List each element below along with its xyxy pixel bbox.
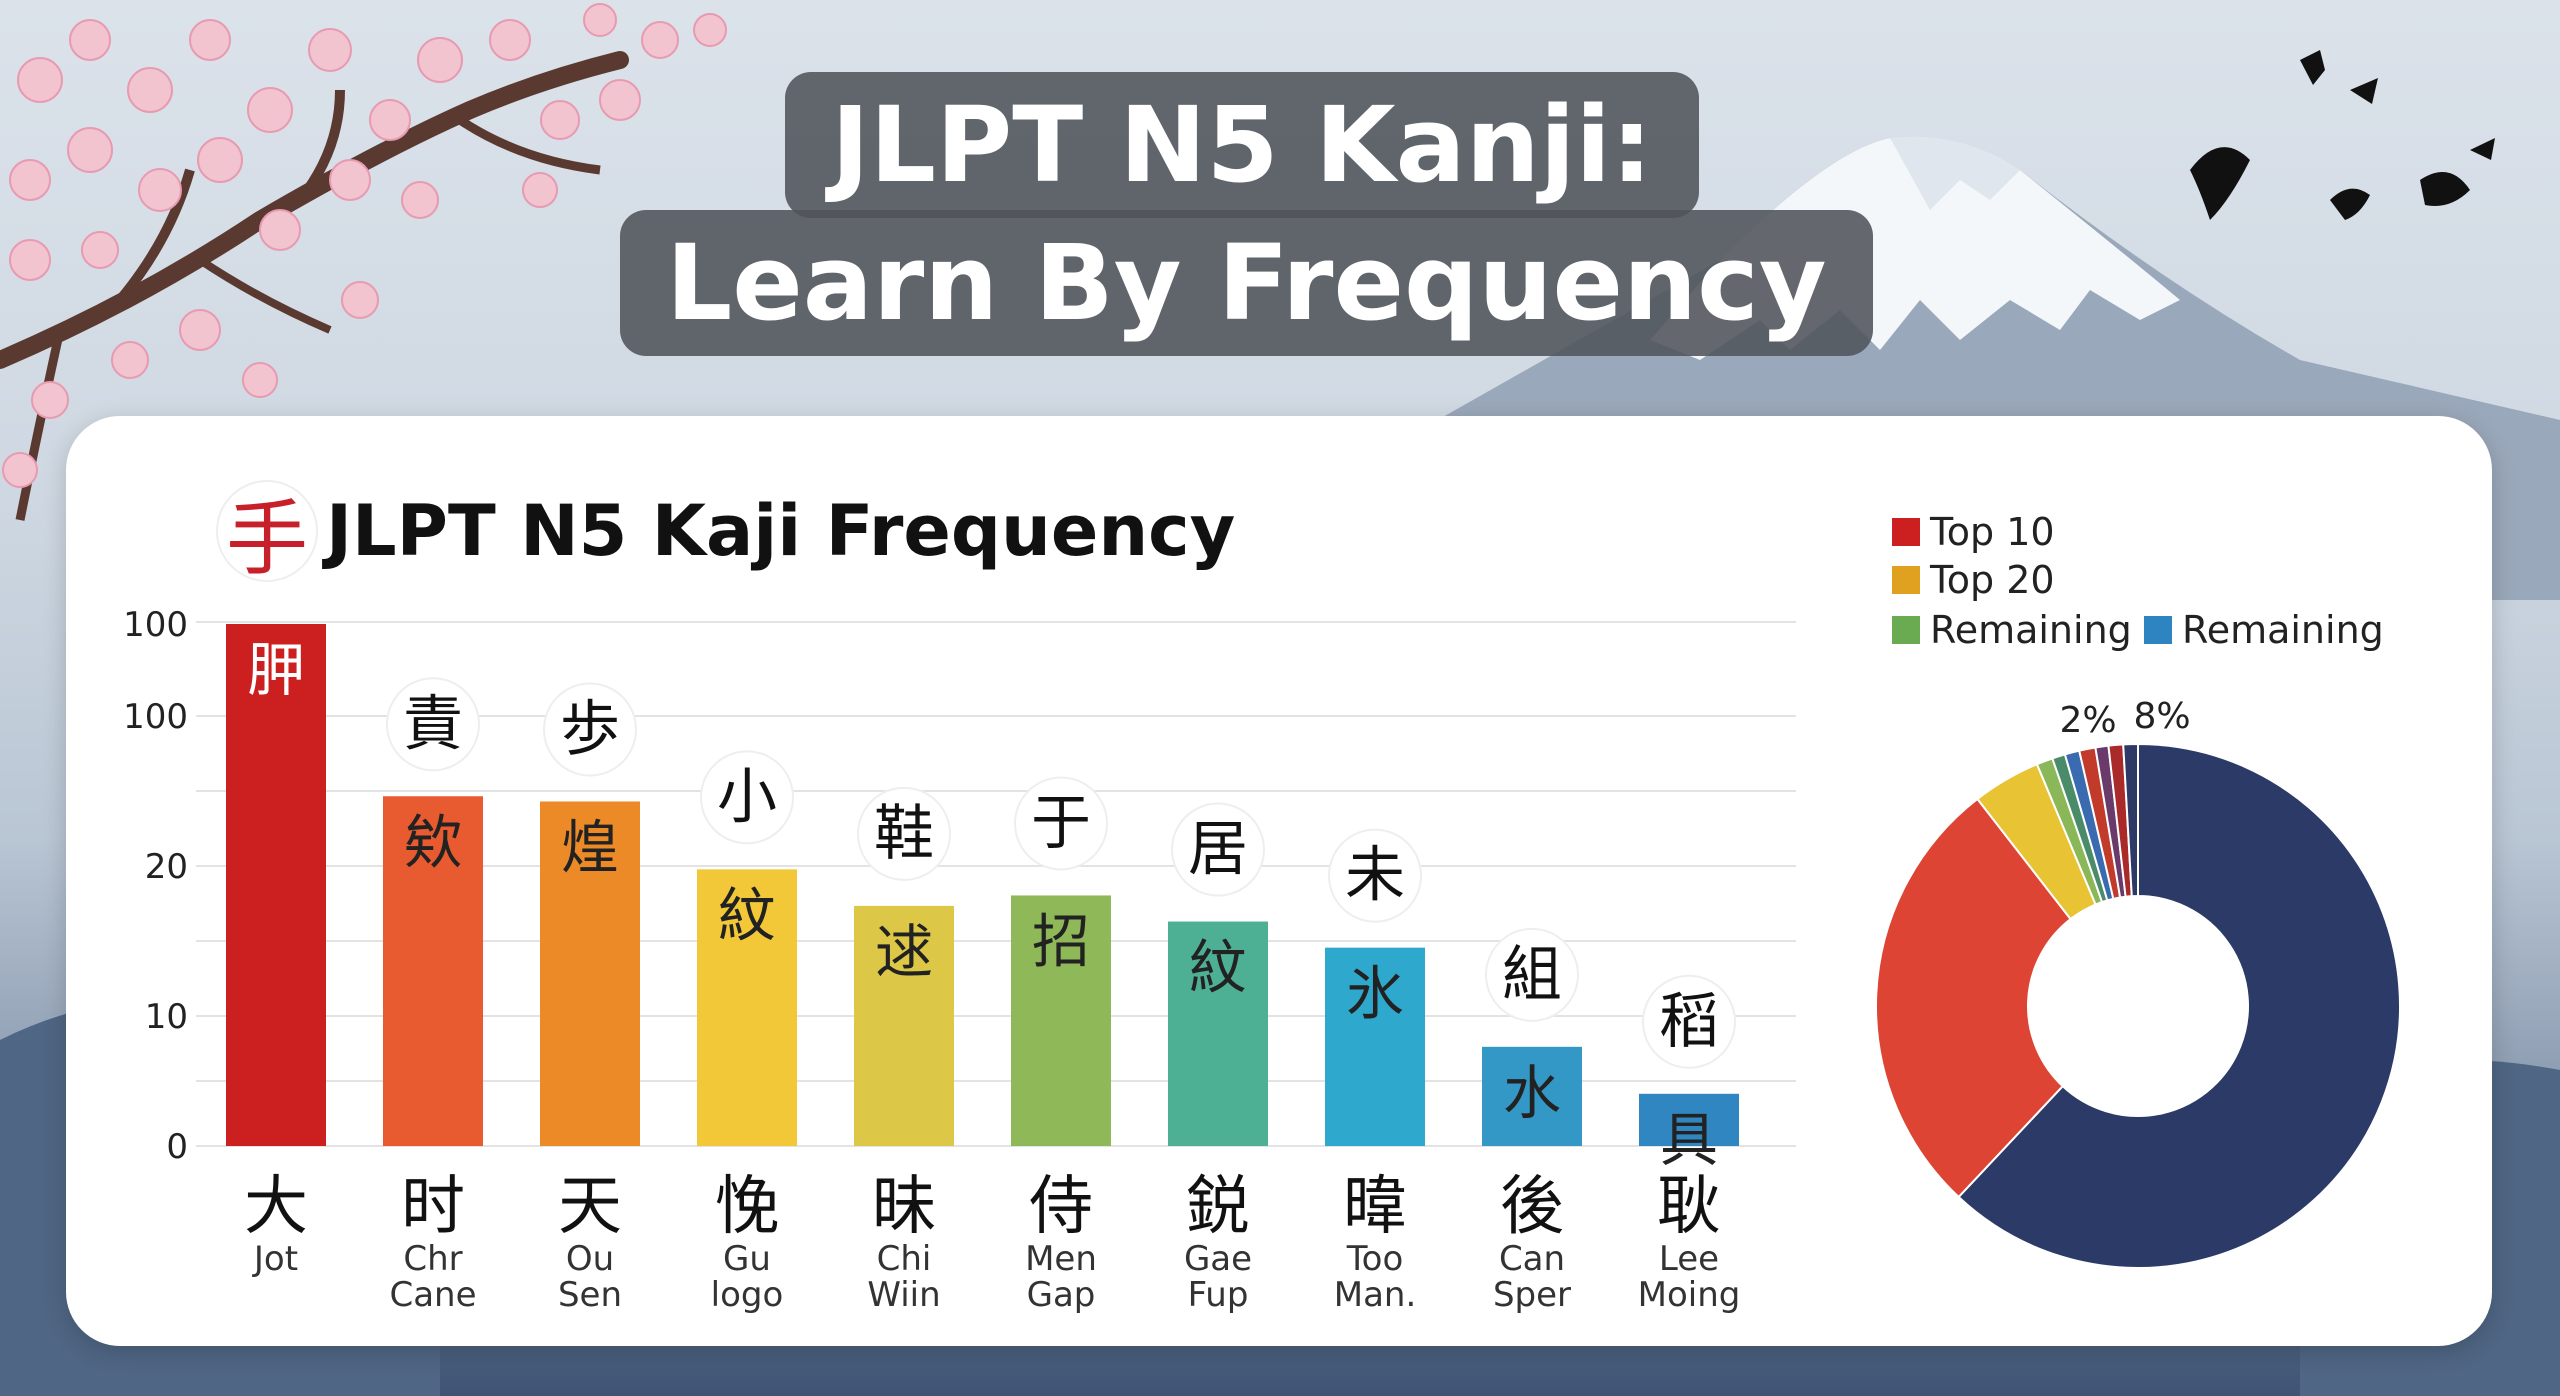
bar-top-glyph: 組 [1502,940,1562,1010]
bar-inner-glyph: 逑 [875,918,933,986]
bar-inner-glyph: 紋 [718,881,776,949]
glyph-badge-circle [857,786,951,881]
x-reading-label: Gae [1184,1239,1252,1279]
glyph-badge-circle [1642,974,1736,1069]
chart-title-text: JLPT N5 Kaji Frequency [326,490,1236,572]
legend-label: Top 20 [1930,558,2055,602]
bar [697,869,797,1146]
legend-item: Top 10 [1892,508,2055,556]
bar-inner-glyph: 水 [1503,1059,1561,1127]
legend-item: Remaining [1892,606,2132,654]
glyph-badge-circle [543,682,637,777]
x-kanji-label: 耿 [1657,1170,1721,1244]
legend-swatch [1892,518,1920,546]
bar [854,905,954,1146]
x-kanji-label: 时 [401,1170,465,1244]
x-reading-label: Lee [1659,1239,1719,1279]
x-reading-label-2: Moing [1638,1275,1741,1315]
y-tick-label: 20 [145,847,188,887]
legend-swatch [1892,566,1920,594]
y-tick-label: 100 [123,697,188,737]
x-reading-label-2: Sper [1493,1275,1571,1315]
y-tick-label: 0 [166,1127,188,1167]
cherry-blossom-branch [0,3,727,521]
bar-top-glyph: 鞋 [874,799,934,869]
x-reading-label-2: Fup [1188,1275,1249,1315]
x-kanji-label: 昧 [872,1170,936,1244]
glyph-badge-circle [1014,776,1108,871]
page-title-line-2: Learn By Frequency [620,210,1873,356]
x-reading-label-2: Sen [558,1275,622,1315]
x-kanji-label: 大 [244,1170,308,1244]
glyph-badge-circle [1485,927,1579,1022]
x-kanji-label: 暐 [1343,1170,1407,1244]
bar-inner-glyph: 欸 [404,808,462,876]
chart-title: 手 JLPT N5 Kaji Frequency [216,476,1236,587]
glyph-badge-circle [700,750,794,845]
glyph-badge-circle [386,677,480,772]
bar-top-glyph: 小 [717,762,777,832]
x-reading-label: Chr [403,1239,462,1279]
bar-top-glyph: 居 [1188,815,1248,885]
bar-top-glyph: 未 [1345,841,1405,911]
x-reading-label-2: Man. [1334,1275,1417,1315]
x-reading-label-2: logo [711,1275,784,1315]
x-reading-label-2: Gap [1027,1275,1096,1315]
bar-inner-glyph: 胛 [247,636,305,704]
bar [1325,947,1425,1146]
birds-silhouette [2190,50,2495,220]
x-kanji-label: 天 [558,1170,622,1244]
bar-inner-glyph: 煌 [561,813,619,881]
x-reading-label: Chi [877,1239,932,1279]
bar [540,801,640,1146]
y-tick-label: 10 [145,997,188,1037]
pie-slice [1875,797,2072,1199]
bar [226,624,326,1146]
x-reading-label: Men [1025,1239,1097,1279]
legend-swatch [1892,616,1920,644]
bar [1639,1093,1739,1146]
chart-panel: 手 JLPT N5 Kaji Frequency 0 10 20 100 100 胛大 Jo… [66,416,2492,1346]
glyph-badge-circle [1328,828,1422,923]
bar-and-pie-chart: 01020100100胛大Jot欸責时ChrCane煌歩天OuSen紋小悗Gul… [123,605,2401,1315]
bar-top-glyph: 于 [1031,788,1091,858]
kanji-logo-icon: 手 [216,480,318,587]
x-reading-label-2: Wiin [867,1275,940,1315]
bar-top-glyph: 歩 [560,694,620,764]
pie-slice [1957,742,2401,1269]
bar-inner-glyph: 紋 [1189,934,1247,1002]
bar [383,796,483,1146]
x-kanji-label: 悗 [715,1170,779,1244]
x-reading-label-2: Cane [389,1275,476,1315]
bar [1482,1046,1582,1146]
bar-top-glyph: 稻 [1659,987,1719,1057]
bar-inner-glyph: 招 [1032,907,1090,975]
x-reading-label: Ou [566,1239,614,1279]
pie-slice-label: 8% [2133,696,2190,737]
legend-item: Top 20 [1892,556,2055,604]
pie-slice [2122,742,2139,898]
legend-label: Remaining [2182,608,2384,652]
legend-label: Top 10 [1930,510,2055,554]
x-kanji-label: 後 [1500,1170,1564,1244]
x-reading-label: Can [1499,1239,1565,1279]
legend-swatch [2144,616,2172,644]
x-reading-label: Jot [252,1239,298,1279]
x-reading-label: Too [1346,1239,1404,1279]
bar-inner-glyph: 氷 [1346,960,1404,1028]
bar-inner-glyph: 具 [1660,1106,1718,1174]
page-title-line-1: JLPT N5 Kanji: [785,72,1699,218]
legend-item: Remaining [2144,606,2384,654]
x-kanji-label: 鋭 [1186,1170,1250,1244]
glyph-badge-circle [1171,802,1265,897]
bar-top-glyph: 責 [403,689,463,759]
x-reading-label: Gu [723,1239,771,1279]
pie-slice-label: 2% [2059,700,2116,741]
x-kanji-label: 侍 [1029,1170,1093,1244]
bar [1011,895,1111,1146]
bar [1168,921,1268,1146]
y-tick-label: 100 [123,605,188,645]
legend-label: Remaining [1930,608,2132,652]
